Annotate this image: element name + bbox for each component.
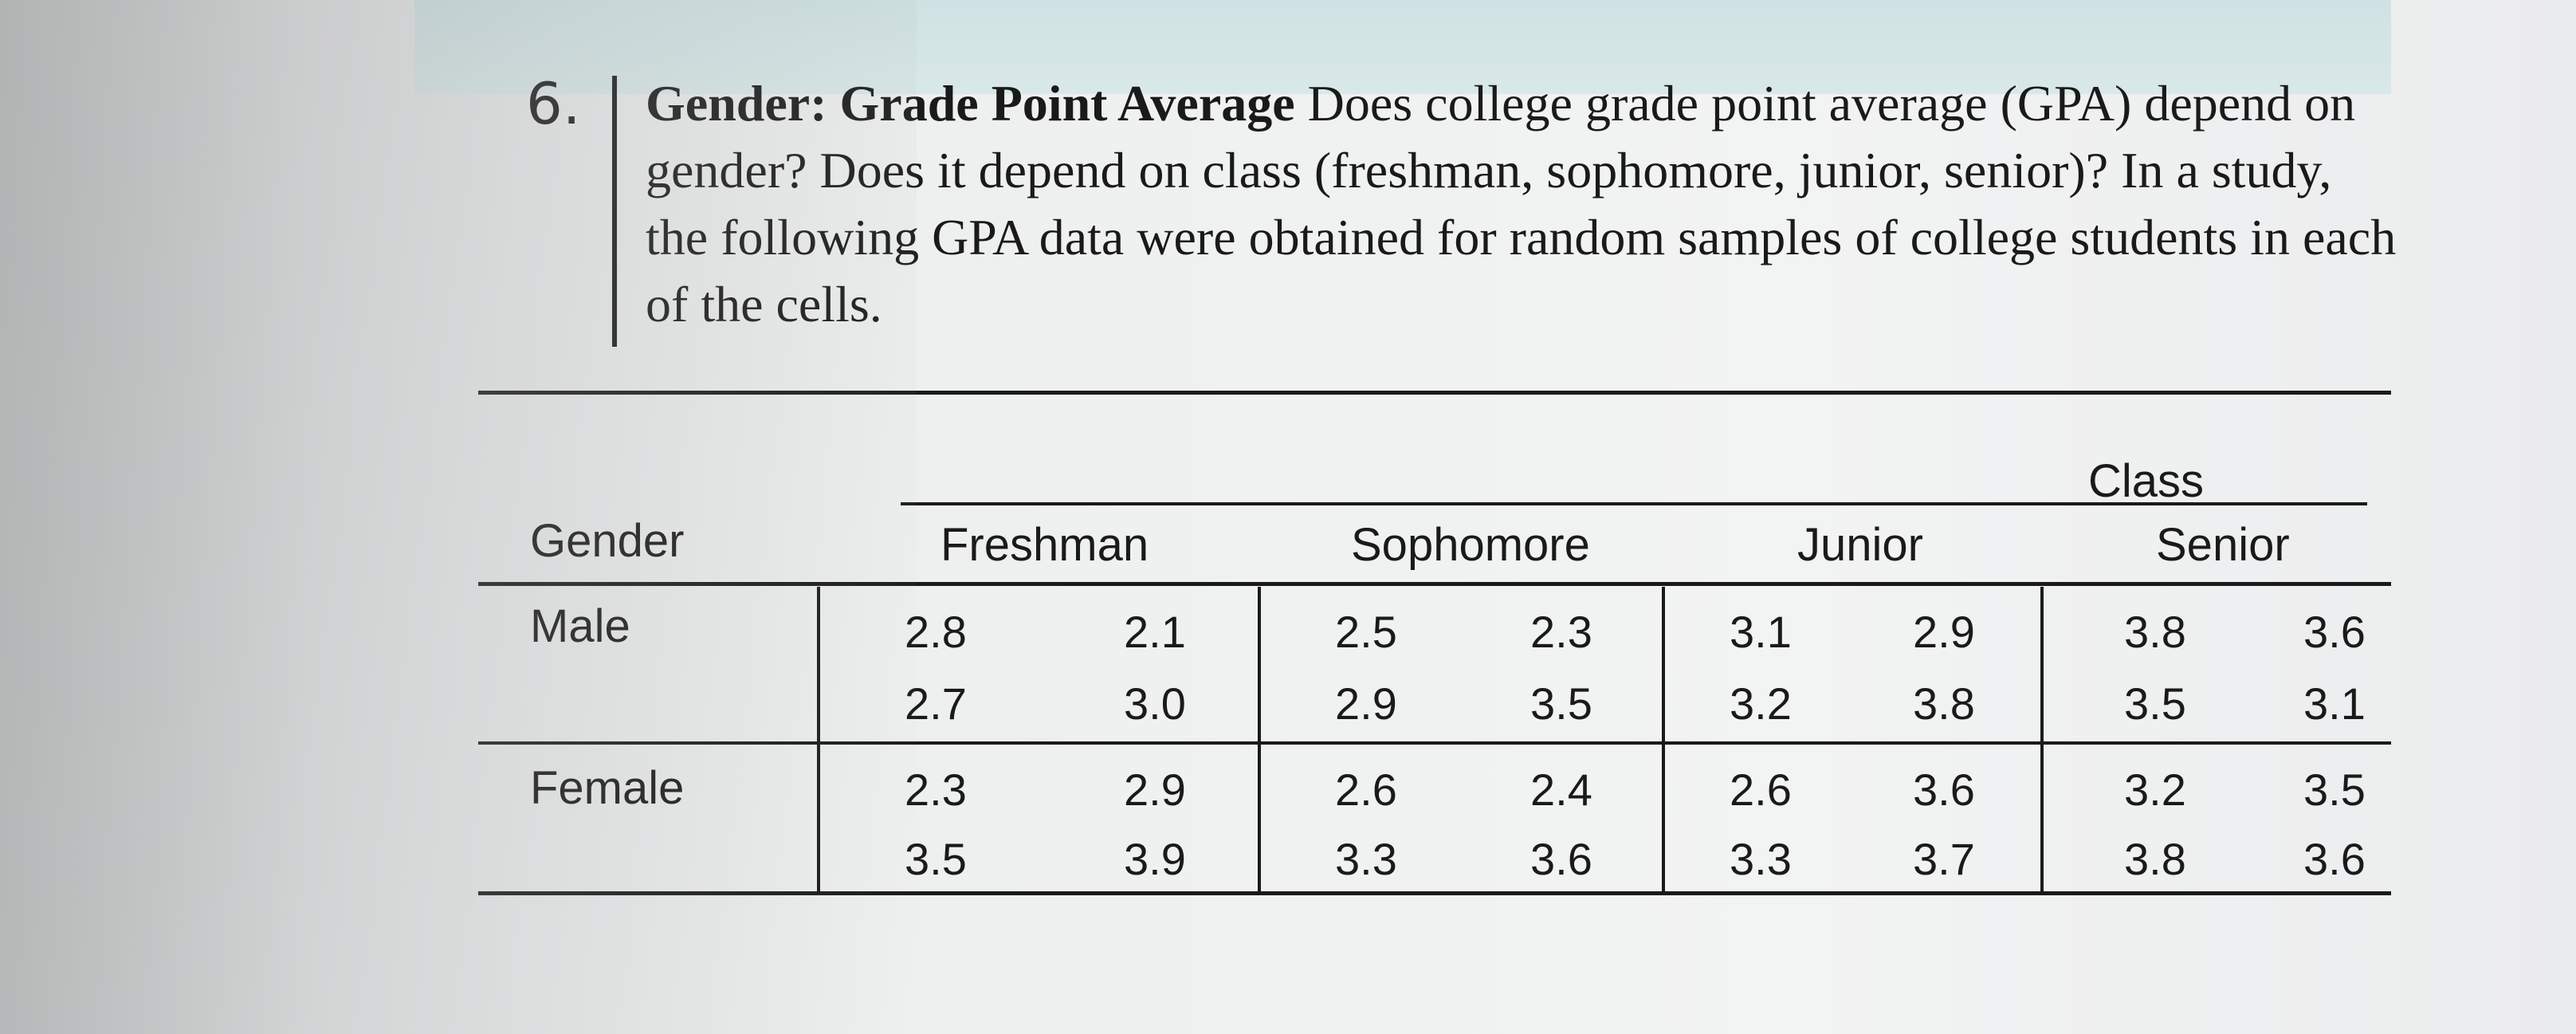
table-cell: 3.7: [1913, 834, 1975, 884]
table-cell: 2.9: [1913, 607, 1975, 657]
table-bottom-rule: [478, 891, 2391, 895]
table-cell: 3.5: [905, 834, 967, 884]
row-label-male: Male: [530, 600, 630, 652]
column-divider: [817, 587, 820, 893]
table-cell: 2.1: [1124, 607, 1186, 657]
table-cell: 3.9: [1124, 834, 1186, 884]
table-cell: 3.8: [1913, 678, 1975, 729]
problem-statement: Gender: Grade Point Average Does college…: [646, 70, 2399, 338]
table-top-rule: [478, 391, 2391, 395]
gender-column-header: Gender: [530, 515, 685, 567]
table-cell: 3.2: [1730, 678, 1792, 729]
table-cell: 3.5: [2124, 678, 2186, 729]
problem-body: Does college grade point average (GPA) d…: [646, 75, 2397, 332]
table-cell: 3.5: [1530, 678, 1592, 729]
table-cell: 2.6: [1730, 765, 1792, 815]
column-header-junior: Junior: [1797, 519, 1923, 571]
table-cell: 2.3: [1530, 607, 1592, 657]
column-header-freshman: Freshman: [940, 519, 1149, 571]
table-cell: 3.6: [1530, 834, 1592, 884]
column-divider: [1258, 587, 1261, 893]
column-header-rule: [478, 582, 2391, 586]
problem-margin-bar: [612, 76, 617, 347]
table-cell: 3.8: [2124, 607, 2186, 657]
table-cell: 2.4: [1530, 765, 1592, 815]
table-cell: 3.6: [2303, 607, 2366, 657]
table-cell: 2.6: [1335, 765, 1397, 815]
column-divider: [2040, 587, 2044, 893]
table-cell: 3.5: [2303, 765, 2366, 815]
table-cell: 3.0: [1124, 678, 1186, 729]
class-group-header: Class: [2088, 455, 2205, 507]
column-divider: [1662, 587, 1665, 893]
table-cell: 3.6: [1913, 765, 1975, 815]
table-cell: 3.6: [2303, 834, 2366, 884]
column-header-senior: Senior: [2156, 519, 2290, 571]
problem-number: 6.: [526, 70, 581, 137]
table-cell: 2.3: [905, 765, 967, 815]
table-cell: 3.8: [2124, 834, 2186, 884]
table-cell: 2.8: [905, 607, 967, 657]
table-cell: 2.5: [1335, 607, 1397, 657]
table-cell: 3.3: [1335, 834, 1397, 884]
table-cell: 3.1: [1730, 607, 1792, 657]
table-cell: 2.9: [1335, 678, 1397, 729]
problem-title: Gender: Grade Point Average: [646, 75, 1308, 132]
table-cell: 3.3: [1730, 834, 1792, 884]
row-divider-rule: [478, 741, 2391, 745]
table-cell: 3.2: [2124, 765, 2186, 815]
page-top-strip: [414, 0, 2391, 94]
table-cell: 2.7: [905, 678, 967, 729]
row-label-female: Female: [530, 762, 685, 814]
column-header-sophomore: Sophomore: [1351, 519, 1590, 571]
class-header-rule: [901, 502, 2367, 505]
table-cell: 3.1: [2303, 678, 2366, 729]
table-cell: 2.9: [1124, 765, 1186, 815]
